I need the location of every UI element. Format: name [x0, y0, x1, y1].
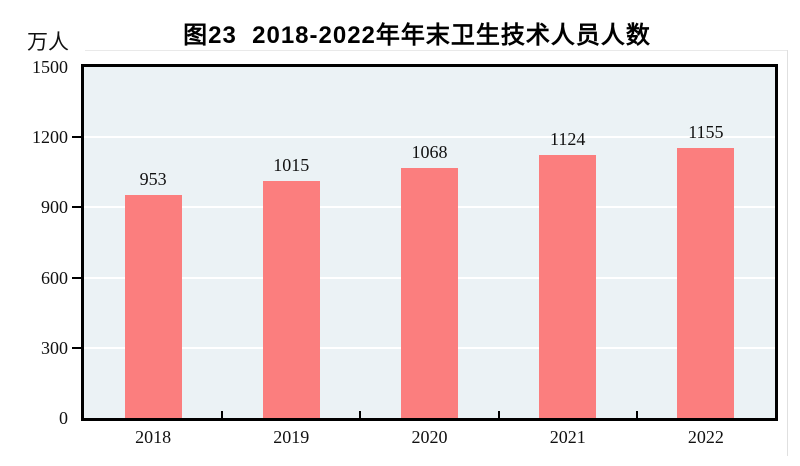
y-axis-unit-label: 万人 — [27, 30, 69, 54]
title-divider-line — [85, 50, 787, 51]
bar-value-label: 1015 — [273, 154, 310, 175]
x-tick-label: 2020 — [411, 427, 448, 447]
bar-2021 — [539, 154, 597, 418]
bar-2020 — [401, 168, 458, 418]
y-axis-tick-mark — [72, 136, 81, 139]
x-tick-label: 2022 — [687, 427, 724, 447]
x-tick-label: 2019 — [273, 427, 310, 447]
y-axis-tick-mark — [72, 206, 81, 209]
x-axis-tick-mark — [221, 411, 224, 418]
bar-value-label: 1068 — [411, 142, 448, 163]
bar-value-label: 1155 — [688, 121, 724, 142]
x-tick-label: 2021 — [549, 427, 586, 447]
y-tick-label: 600 — [41, 267, 68, 288]
plot-inner-area: 953 1015 1068 1124 1155 — [84, 67, 775, 418]
x-tick-label: 2018 — [135, 427, 172, 447]
y-axis-tick-mark — [72, 276, 81, 279]
right-edge-line — [787, 50, 788, 456]
plot-area: 953 1015 1068 1124 1155 — [81, 64, 778, 421]
gridline-1200 — [84, 136, 775, 139]
y-tick-label: 0 — [59, 408, 68, 428]
x-axis-tick-mark — [635, 411, 638, 418]
y-tick-label: 1500 — [32, 57, 68, 77]
bar-2019 — [262, 180, 320, 418]
bar-value-label: 1124 — [550, 128, 586, 149]
y-tick-label: 300 — [41, 337, 68, 358]
bar-value-label: 953 — [139, 169, 167, 189]
bar-2018 — [124, 195, 182, 418]
bar-2022 — [677, 147, 735, 418]
y-tick-label: 1200 — [32, 127, 68, 148]
x-axis-tick-mark — [497, 411, 500, 418]
chart-title: 图23 2018-2022年年末卫生技术人员人数 — [183, 22, 651, 49]
x-axis-tick-mark — [359, 411, 362, 418]
y-axis-tick-mark — [72, 346, 81, 349]
y-tick-label: 900 — [41, 197, 68, 218]
